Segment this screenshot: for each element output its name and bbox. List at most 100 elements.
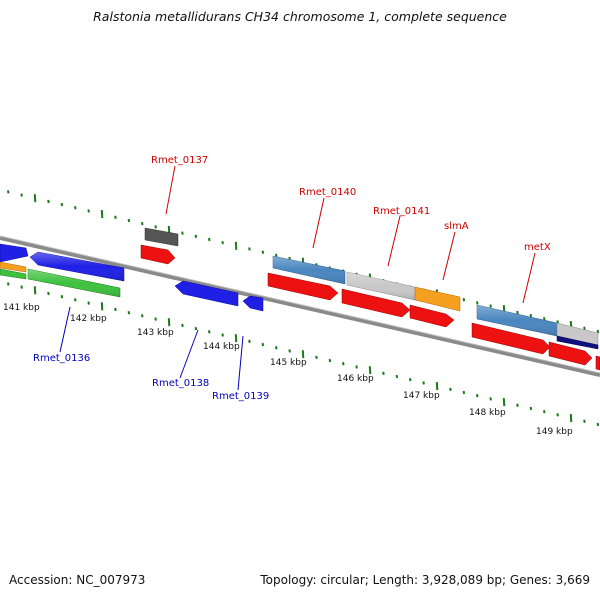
gene-feature-orange-left[interactable] [0, 261, 27, 273]
outer-ruler-dot [208, 237, 211, 242]
gene-feature-green-left[interactable] [0, 268, 27, 280]
label-rmet-0141[interactable]: Rmet_0141 [373, 206, 430, 217]
label-rmet-0137[interactable]: Rmet_0137 [151, 155, 208, 166]
inner-ruler-dot [60, 295, 64, 299]
inner-ruler-dot [248, 339, 251, 344]
outer-ruler-dot [20, 193, 23, 197]
gene-feature-rmet0137-red[interactable] [140, 244, 176, 265]
backbone-highlight [0, 235, 600, 374]
inner-ruler-dot [355, 365, 358, 369]
inner-ruler-dot [382, 371, 385, 375]
inner-ruler-dot [315, 355, 318, 360]
label-rmet-0139[interactable]: Rmet_0139 [212, 391, 269, 402]
inner-ruler-dot [543, 409, 546, 414]
inner-ruler-dot [556, 413, 559, 417]
outer-ruler-major-tick [234, 241, 238, 250]
inner-ruler-dot [141, 314, 144, 318]
gene-feature-metx-red[interactable] [471, 322, 551, 355]
gene-feature-slma-red[interactable] [409, 304, 455, 328]
outer-ruler-dot [583, 326, 586, 330]
tick-label-141: 141 kbp [3, 303, 40, 313]
outer-ruler-dot [489, 304, 492, 308]
inner-ruler-dot [516, 403, 519, 407]
inner-ruler-dot [596, 422, 600, 427]
outer-ruler-major-tick [100, 210, 104, 219]
inner-ruler-dot [20, 285, 23, 289]
inner-ruler-major-tick [435, 382, 439, 391]
inner-ruler-dot [208, 330, 211, 334]
inner-ruler-major-tick [569, 413, 573, 423]
inner-ruler-dot [261, 342, 265, 347]
gene-feature-rmet0141-red[interactable] [341, 288, 411, 318]
gene-feature-blue-left[interactable] [0, 243, 29, 263]
tick-label-144: 144 kbp [203, 342, 240, 352]
tick-label-146: 146 kbp [337, 374, 374, 384]
outer-ruler-dot [74, 206, 77, 210]
inner-ruler-dot [288, 349, 291, 353]
tick-label-149: 149 kbp [536, 427, 573, 437]
outer-ruler-dot [7, 190, 10, 194]
gene-feature-rmet0139[interactable] [242, 295, 264, 312]
map-title: Ralstonia metallidurans CH34 chromosome … [93, 9, 507, 24]
inner-ruler-major-tick [33, 286, 37, 295]
outer-ruler-dot [529, 313, 533, 318]
outer-ruler-dot [114, 215, 117, 219]
inner-ruler-dot [275, 346, 278, 350]
tick-label-143: 143 kbp [137, 328, 174, 338]
inner-ruler-dot [462, 390, 466, 395]
outer-ruler-dot [476, 301, 479, 305]
topology-summary: Topology: circular; Length: 3,928,089 bp… [260, 573, 590, 587]
inner-ruler-dot [74, 298, 77, 302]
outer-ruler-dot [154, 225, 157, 229]
tick-label-145: 145 kbp [270, 358, 307, 368]
inner-ruler-dot [47, 291, 50, 296]
inner-ruler-major-tick [301, 350, 305, 359]
inner-ruler-dot [476, 394, 479, 398]
inner-ruler-major-tick [234, 334, 238, 343]
gene-feature-red-right-a[interactable] [548, 341, 593, 366]
outer-ruler-dot [248, 247, 251, 251]
backbone-line [0, 236, 600, 377]
outer-ruler-dot [275, 253, 278, 257]
gene-feature-red-right-b[interactable] [595, 355, 600, 371]
leader-lines [59, 165, 536, 391]
label-rmet-0136[interactable]: Rmet_0136 [33, 353, 90, 364]
accession-text: Accession: NC_007973 [9, 573, 146, 587]
inner-ruler-dot [221, 333, 224, 337]
tick-label-147: 147 kbp [403, 391, 440, 401]
inner-ruler-dot [489, 397, 492, 401]
inner-ruler-dot [529, 406, 533, 411]
gene-feature-rmet0137-gray[interactable] [144, 227, 179, 247]
label-rmet-0140[interactable]: Rmet_0140 [299, 187, 356, 198]
outer-ruler-dot [543, 317, 546, 321]
outer-ruler-dot [87, 209, 90, 213]
outer-ruler-dot [596, 329, 600, 334]
outer-ruler-dot [60, 202, 64, 207]
inner-ruler-major-tick [368, 366, 372, 375]
tick-label-142: 142 kbp [70, 314, 107, 324]
ruler-dots [7, 190, 600, 427]
inner-ruler-dot [87, 301, 90, 305]
inner-ruler-dot [194, 326, 198, 331]
gene-feature-rmet0140-red[interactable] [267, 272, 339, 301]
inner-ruler-major-tick [502, 398, 506, 407]
inner-ruler-dot [328, 358, 332, 363]
outer-ruler-dot [516, 310, 519, 315]
outer-ruler-dot [221, 240, 224, 245]
inner-ruler-dot [583, 419, 586, 423]
inner-ruler-dot [7, 282, 10, 286]
gene-features [0, 227, 600, 371]
gene-feature-navy-right[interactable] [556, 335, 599, 350]
label-slma[interactable]: slmA [444, 221, 469, 232]
outer-ruler-dot [127, 218, 131, 223]
outer-ruler-dot [261, 250, 265, 254]
tick-label-148: 148 kbp [469, 408, 506, 418]
inner-ruler-major-tick [100, 302, 104, 311]
label-rmet-0138[interactable]: Rmet_0138 [152, 378, 209, 389]
outer-ruler-dot [181, 231, 184, 235]
outer-ruler-dot [194, 234, 198, 238]
label-metx[interactable]: metX [524, 242, 551, 253]
gene-feature-rmet0138[interactable] [174, 280, 239, 307]
inner-ruler-dot [422, 381, 425, 385]
